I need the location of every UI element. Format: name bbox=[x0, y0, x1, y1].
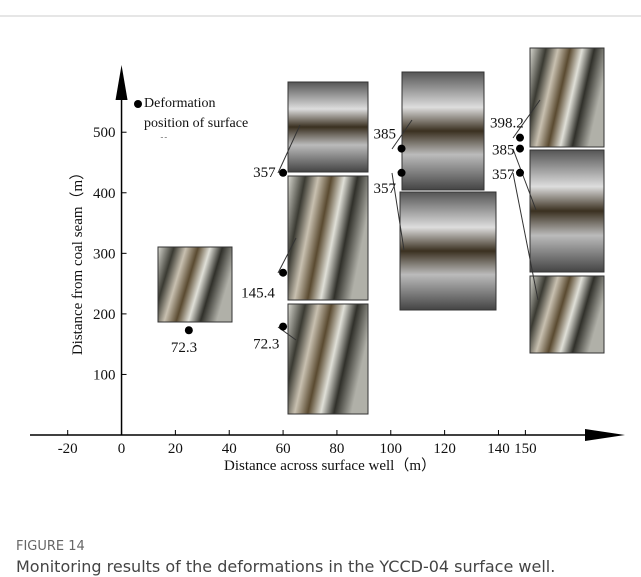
point bbox=[516, 169, 524, 177]
x-arrow bbox=[585, 429, 625, 441]
point-label: 385 bbox=[492, 143, 515, 159]
x-tick-label: 20 bbox=[168, 441, 183, 457]
point bbox=[516, 134, 524, 142]
x-tick-label: 0 bbox=[118, 441, 126, 457]
figure: -20 0 20 40 60 80 100 120 140150 100 200 300 400 500 7… bbox=[0, 0, 641, 577]
x-tick-label: 100 bbox=[380, 441, 403, 457]
x-tick-label: 80 bbox=[329, 441, 344, 457]
y-tick-label: 300 bbox=[93, 246, 116, 262]
point-label: 357 bbox=[253, 165, 276, 181]
y-arrow bbox=[116, 65, 128, 100]
figure-label: FIGURE 14 bbox=[16, 539, 85, 554]
point bbox=[516, 145, 524, 153]
point bbox=[398, 145, 406, 153]
legend-box: Deformation position of surface well bbox=[144, 94, 264, 138]
x-tick-label: 60 bbox=[276, 441, 291, 457]
x-axis-label: Distance across surface well（m） bbox=[224, 457, 436, 474]
point-label: 145.4 bbox=[241, 286, 275, 302]
x-tick-label: -20 bbox=[58, 441, 78, 457]
x-tick-label: 150 bbox=[514, 441, 537, 457]
page: -20 0 20 40 60 80 100 120 140150 100 200 300 400 500 7… bbox=[0, 0, 641, 577]
legend-label: Deformation position of surface well bbox=[144, 94, 264, 138]
point bbox=[185, 326, 193, 334]
y-tick-label: 200 bbox=[93, 307, 116, 323]
point-label: 385 bbox=[374, 127, 397, 143]
point-label: 357 bbox=[492, 167, 515, 183]
x-tick-label: 120 bbox=[433, 441, 456, 457]
y-tick-label: 500 bbox=[93, 125, 116, 141]
x-tick-label: 140 bbox=[487, 441, 510, 457]
point bbox=[279, 169, 287, 177]
figure-caption: Monitoring results of the deformations i… bbox=[16, 557, 555, 576]
point bbox=[398, 169, 406, 177]
point-label: 72.3 bbox=[253, 337, 279, 353]
y-tick-label: 100 bbox=[93, 367, 116, 383]
x-tick-label: 40 bbox=[222, 441, 237, 457]
point bbox=[279, 269, 287, 277]
point bbox=[279, 323, 287, 331]
point-label: 72.3 bbox=[171, 340, 197, 356]
y-axis-label: Distance from coal seam（m） bbox=[69, 165, 86, 355]
legend-marker bbox=[134, 100, 142, 108]
point-label: 398.2 bbox=[490, 116, 524, 132]
point-label: 357 bbox=[374, 181, 397, 197]
y-tick-label: 400 bbox=[93, 186, 116, 202]
